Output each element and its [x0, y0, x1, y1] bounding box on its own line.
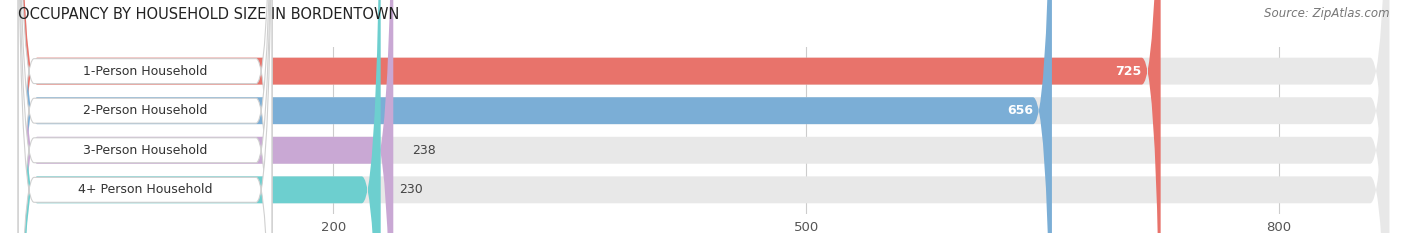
Text: 656: 656 [1007, 104, 1033, 117]
FancyBboxPatch shape [18, 0, 1389, 233]
FancyBboxPatch shape [18, 0, 271, 233]
Text: 2-Person Household: 2-Person Household [83, 104, 207, 117]
Text: 725: 725 [1115, 65, 1142, 78]
FancyBboxPatch shape [18, 0, 1389, 233]
Text: 230: 230 [399, 183, 423, 196]
FancyBboxPatch shape [18, 0, 381, 233]
Text: 4+ Person Household: 4+ Person Household [77, 183, 212, 196]
Text: Source: ZipAtlas.com: Source: ZipAtlas.com [1264, 7, 1389, 20]
Text: 3-Person Household: 3-Person Household [83, 144, 207, 157]
FancyBboxPatch shape [18, 0, 271, 233]
FancyBboxPatch shape [18, 0, 271, 233]
FancyBboxPatch shape [18, 0, 1161, 233]
Text: 238: 238 [412, 144, 436, 157]
FancyBboxPatch shape [18, 0, 1389, 233]
FancyBboxPatch shape [18, 0, 394, 233]
FancyBboxPatch shape [18, 0, 1389, 233]
FancyBboxPatch shape [18, 0, 271, 233]
Text: 1-Person Household: 1-Person Household [83, 65, 207, 78]
FancyBboxPatch shape [18, 0, 1052, 233]
Text: OCCUPANCY BY HOUSEHOLD SIZE IN BORDENTOWN: OCCUPANCY BY HOUSEHOLD SIZE IN BORDENTOW… [18, 7, 399, 22]
